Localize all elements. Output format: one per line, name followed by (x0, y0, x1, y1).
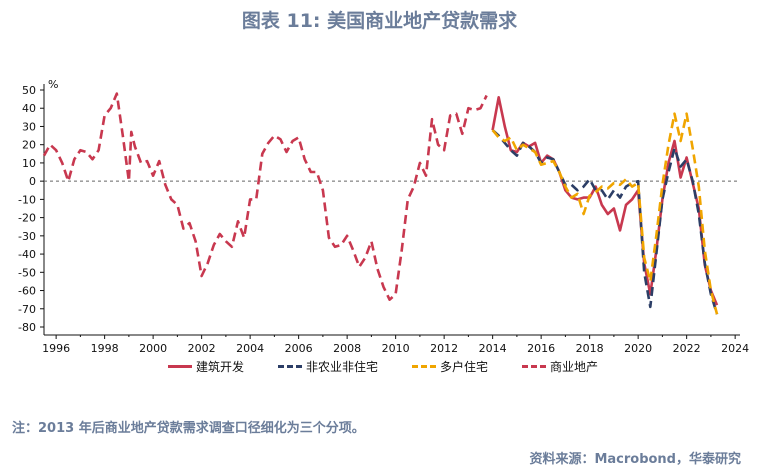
x-tick-label: 2006 (285, 342, 313, 355)
y-tick-label: -70 (18, 303, 36, 316)
x-tick-label: 1996 (42, 342, 70, 355)
x-tick-label: 2016 (527, 342, 555, 355)
series-line-3 (42, 92, 488, 301)
legend-label: 多户住宅 (440, 360, 489, 374)
legend-swatch (412, 365, 437, 368)
x-tick-label: 2022 (673, 342, 701, 355)
legend: 建筑开发 非农业非住宅 多户住宅 商业地产 (168, 358, 598, 375)
chart-title: 图表 11: 美国商业地产贷款需求 (241, 10, 518, 32)
y-tick-label: 50 (22, 84, 36, 97)
y-tick-label: -30 (18, 230, 36, 243)
legend-swatch (168, 365, 192, 368)
y-tick-label: 20 (22, 139, 36, 152)
x-tick-label: 2018 (576, 342, 604, 355)
y-tick-label: -10 (18, 193, 36, 206)
legend-swatch (278, 365, 303, 368)
x-tick-label: 1998 (91, 342, 119, 355)
y-axis-label: % (48, 78, 58, 91)
legend-item: 非农业非住宅 (278, 358, 378, 375)
x-tick-label: 2012 (430, 342, 458, 355)
y-tick-label: -50 (18, 266, 36, 279)
legend-label: 非农业非住宅 (306, 360, 379, 374)
y-tick-label: 10 (22, 157, 36, 170)
y-tick-label: 0 (29, 175, 36, 188)
y-tick-label: -20 (18, 212, 36, 225)
source-credit: 资料来源：Macrobond，华泰研究 (529, 452, 741, 467)
legend-item: 多户住宅 (412, 358, 488, 375)
x-tick-label: 2020 (624, 342, 652, 355)
y-tick-label: 40 (22, 102, 36, 115)
legend-label: 建筑开发 (196, 360, 245, 374)
y-tick-label: -60 (18, 285, 36, 298)
legend-item: 建筑开发 (168, 358, 244, 375)
x-tick-label: 2008 (333, 342, 361, 355)
x-tick-label: 2002 (188, 342, 216, 355)
legend-label: 商业地产 (550, 360, 599, 374)
x-tick-label: 2004 (236, 342, 264, 355)
legend-swatch (522, 365, 547, 368)
x-tick-label: 2010 (382, 342, 410, 355)
series-line-1 (491, 129, 719, 315)
x-tick-label: 2014 (479, 342, 507, 355)
x-tick-label: 2024 (721, 342, 749, 355)
x-tick-label: 2000 (139, 342, 167, 355)
footnote: 注：2013 年后商业地产贷款需求调查口径细化为三个分项。 (12, 421, 365, 436)
legend-item: 商业地产 (522, 358, 598, 375)
y-tick-label: -80 (18, 321, 36, 334)
series-line-0 (491, 96, 719, 306)
y-tick-label: 30 (22, 120, 36, 133)
y-tick-label: -40 (18, 248, 36, 261)
